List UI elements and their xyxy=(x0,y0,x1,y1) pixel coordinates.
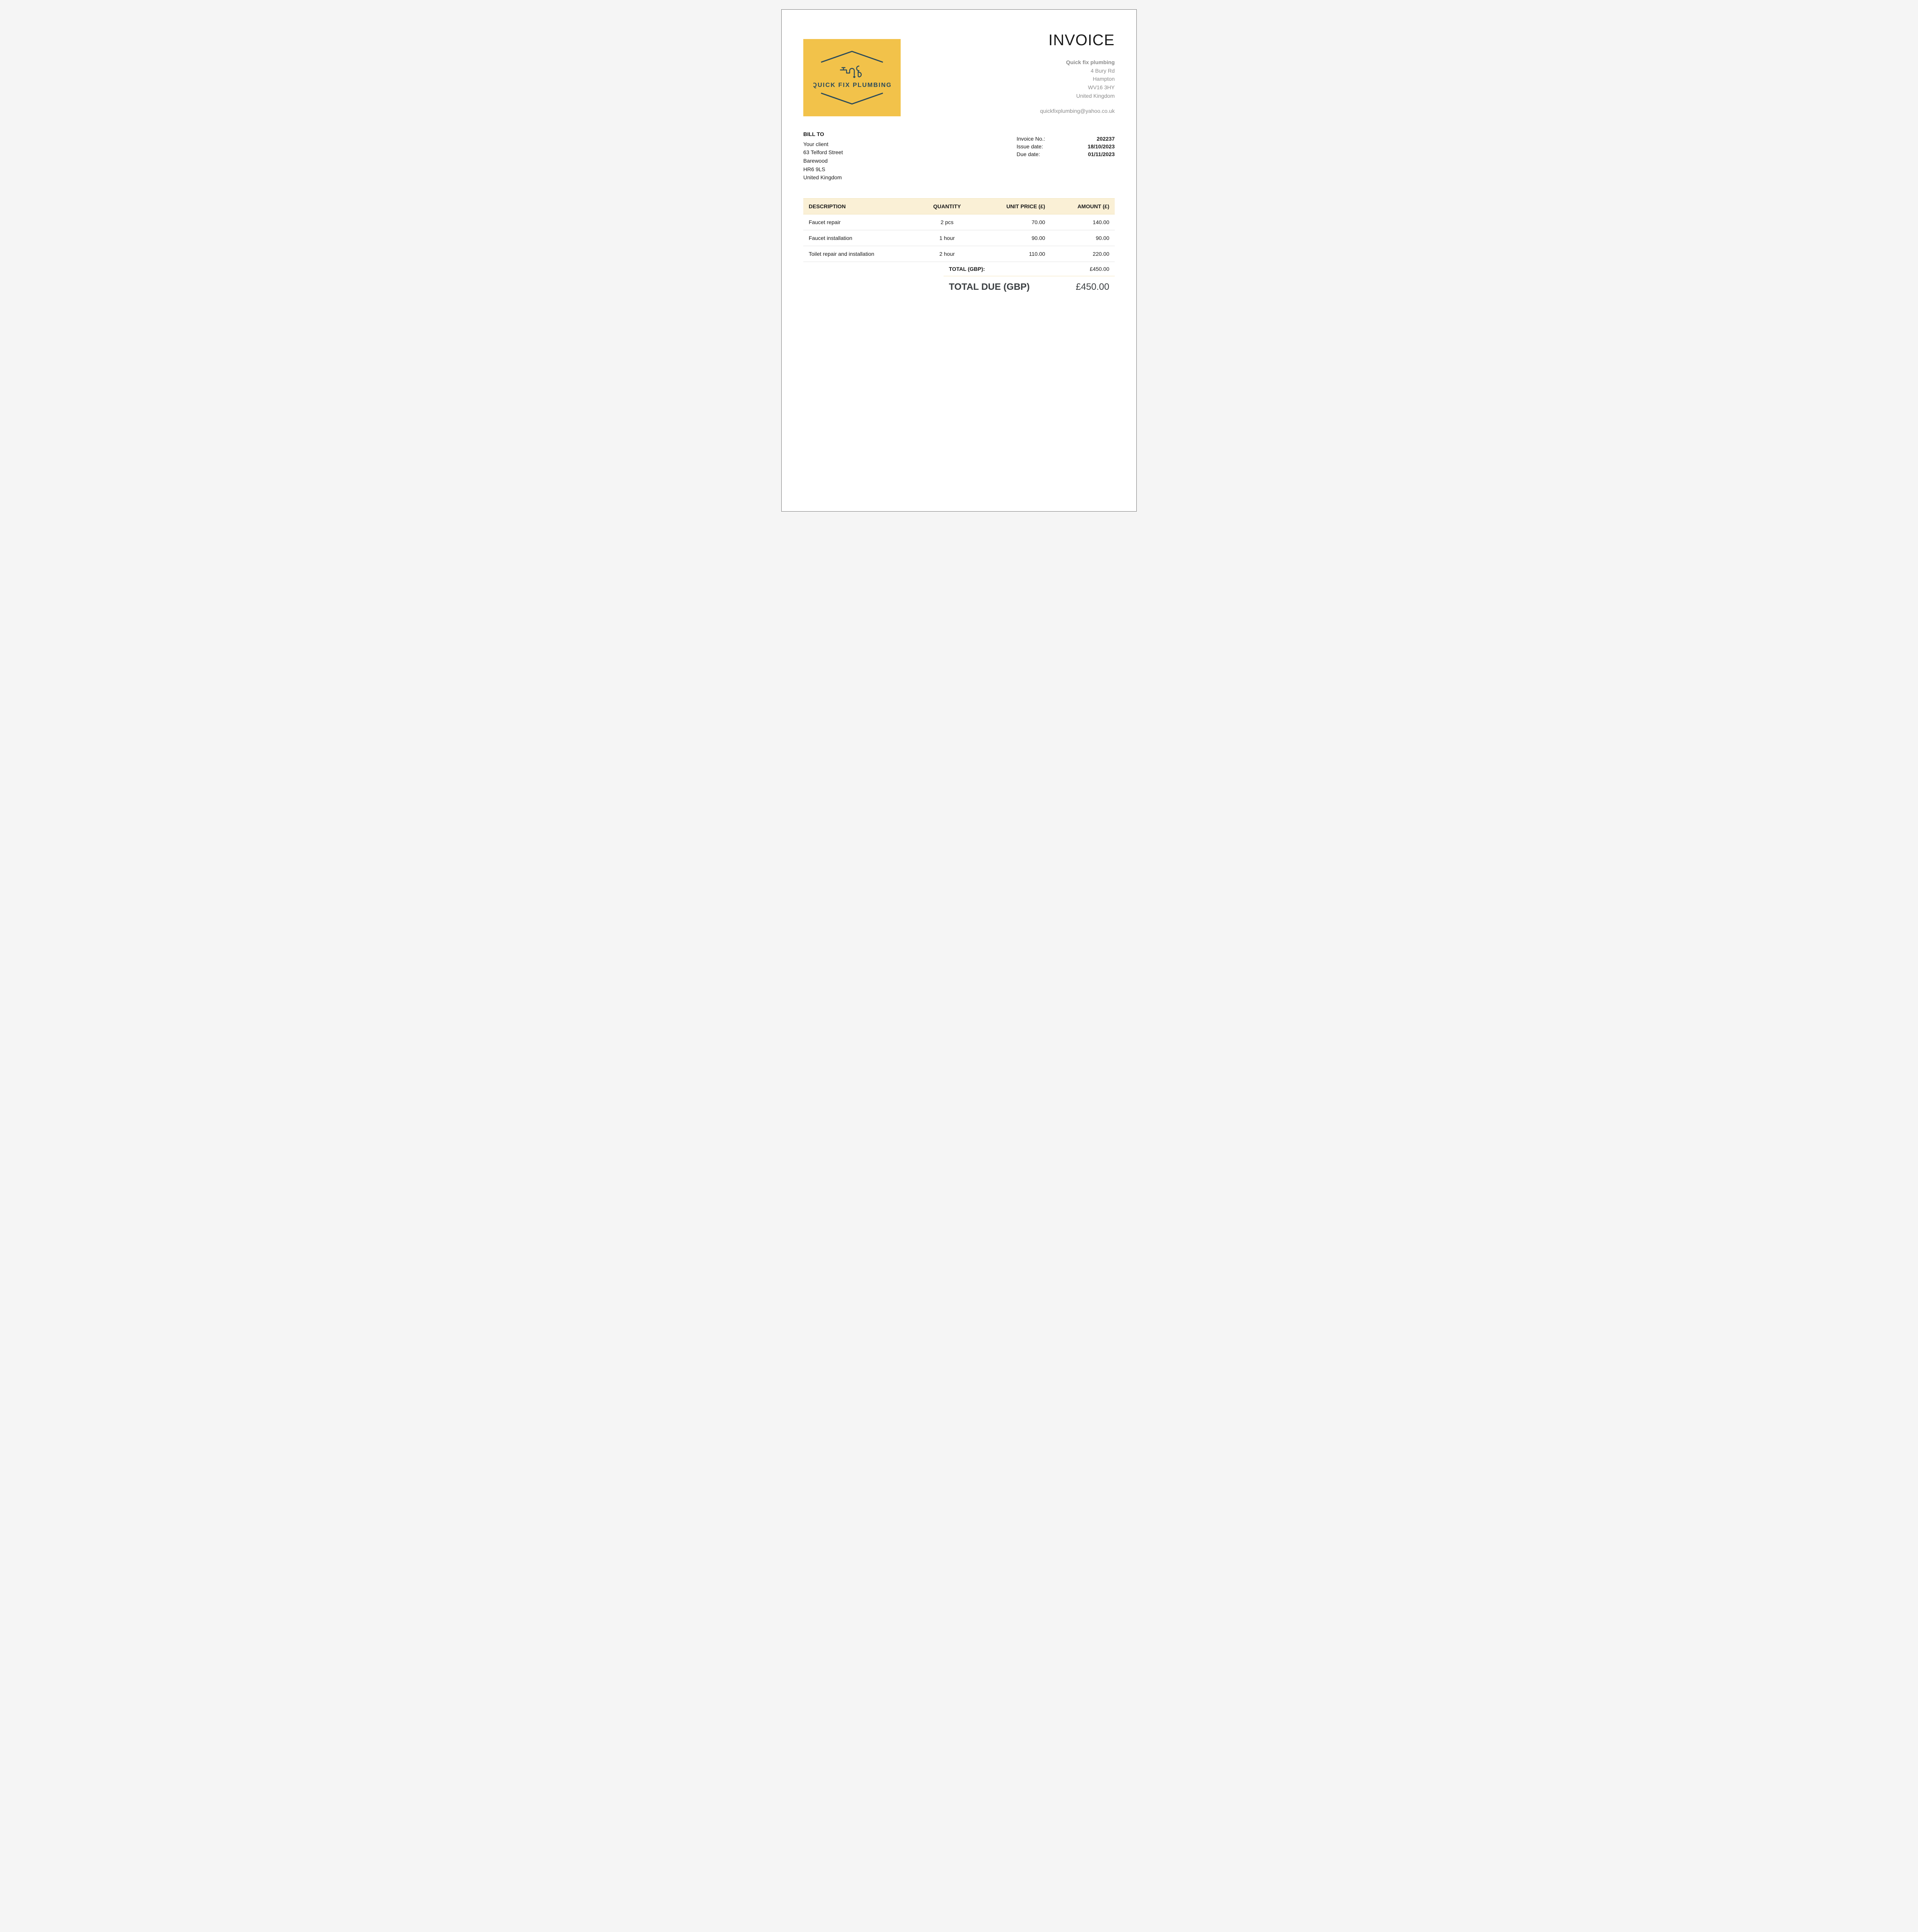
meta-due-label: Due date: xyxy=(1017,150,1088,158)
cell-desc: Faucet repair xyxy=(803,214,918,230)
meta-due: 01/11/2023 xyxy=(1088,150,1115,158)
document-title: INVOICE xyxy=(1040,28,1115,52)
company-block: INVOICE Quick fix plumbing 4 Bury Rd Ham… xyxy=(1040,28,1115,116)
totals: TOTAL (GBP): £450.00 TOTAL DUE (GBP) £45… xyxy=(944,262,1115,293)
meta-number: 202237 xyxy=(1088,135,1115,143)
cell-qty: 2 hour xyxy=(918,246,976,262)
bill-to-country: United Kingdom xyxy=(803,173,843,182)
bill-to-city: Barewood xyxy=(803,157,843,165)
faucet-wrench-icon xyxy=(840,66,861,78)
total-due-row: TOTAL DUE (GBP) £450.00 xyxy=(944,276,1115,293)
invoice-meta: Invoice No.: 202237 Issue date: 18/10/20… xyxy=(1017,135,1115,182)
billto-meta-row: BILL TO Your client 63 Telford Street Ba… xyxy=(803,130,1115,182)
subtotal-label: TOTAL (GBP): xyxy=(949,266,985,272)
meta-number-label: Invoice No.: xyxy=(1017,135,1088,143)
company-country: United Kingdom xyxy=(1040,92,1115,100)
bill-to-heading: BILL TO xyxy=(803,130,843,139)
cell-desc: Faucet installation xyxy=(803,230,918,246)
cell-unit: 110.00 xyxy=(976,246,1051,262)
company-street: 4 Bury Rd xyxy=(1040,67,1115,75)
bill-to-name: Your client xyxy=(803,140,843,149)
cell-qty: 1 hour xyxy=(918,230,976,246)
th-amount: AMOUNT (£) xyxy=(1051,199,1115,214)
bill-to-street: 63 Telford Street xyxy=(803,148,843,157)
company-name: Quick fix plumbing xyxy=(1040,58,1115,67)
line-items-body: Faucet repair 2 pcs 70.00 140.00 Faucet … xyxy=(803,214,1115,262)
company-email: quickfixplumbing@yahoo.co.uk xyxy=(1040,107,1115,116)
cell-desc: Toilet repair and installation xyxy=(803,246,918,262)
company-postcode: WV16 3HY xyxy=(1040,83,1115,92)
table-row: Faucet repair 2 pcs 70.00 140.00 xyxy=(803,214,1115,230)
th-quantity: QUANTITY xyxy=(918,199,976,214)
cell-amount: 220.00 xyxy=(1051,246,1115,262)
logo-text: QUICK FIX PLUMBING xyxy=(813,82,891,88)
total-due-value: £450.00 xyxy=(1076,282,1109,293)
subtotal-value: £450.00 xyxy=(1090,266,1109,272)
logo-svg: QUICK FIX PLUMBING xyxy=(813,47,891,109)
meta-issue: 18/10/2023 xyxy=(1088,143,1115,150)
bill-to-postcode: HR6 9LS xyxy=(803,165,843,174)
table-row: Toilet repair and installation 2 hour 11… xyxy=(803,246,1115,262)
bill-to: BILL TO Your client 63 Telford Street Ba… xyxy=(803,130,843,182)
table-row: Faucet installation 1 hour 90.00 90.00 xyxy=(803,230,1115,246)
cell-unit: 90.00 xyxy=(976,230,1051,246)
cell-qty: 2 pcs xyxy=(918,214,976,230)
total-due-label: TOTAL DUE (GBP) xyxy=(949,282,1030,293)
th-unit-price: UNIT PRICE (£) xyxy=(976,199,1051,214)
company-logo: QUICK FIX PLUMBING xyxy=(803,39,901,116)
invoice-page: QUICK FIX PLUMBING INVOICE Quick fix plu… xyxy=(781,9,1137,512)
th-description: DESCRIPTION xyxy=(803,199,918,214)
cell-amount: 90.00 xyxy=(1051,230,1115,246)
cell-unit: 70.00 xyxy=(976,214,1051,230)
meta-issue-label: Issue date: xyxy=(1017,143,1088,150)
cell-amount: 140.00 xyxy=(1051,214,1115,230)
company-city: Hampton xyxy=(1040,75,1115,83)
subtotal-row: TOTAL (GBP): £450.00 xyxy=(944,262,1115,276)
line-items-table: DESCRIPTION QUANTITY UNIT PRICE (£) AMOU… xyxy=(803,198,1115,262)
header: QUICK FIX PLUMBING INVOICE Quick fix plu… xyxy=(803,28,1115,116)
